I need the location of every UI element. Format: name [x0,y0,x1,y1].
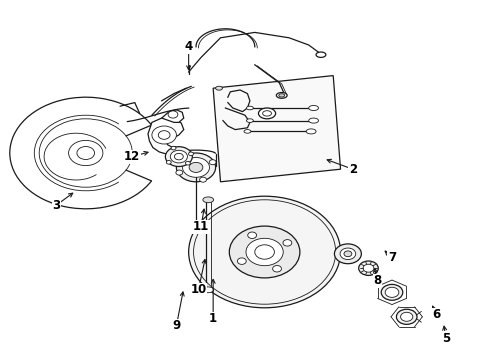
Circle shape [209,160,216,165]
Circle shape [171,146,176,150]
Ellipse shape [279,94,285,97]
Ellipse shape [182,157,210,177]
Circle shape [186,153,193,158]
Ellipse shape [334,244,362,264]
Circle shape [152,126,176,144]
Ellipse shape [176,153,216,182]
Ellipse shape [189,162,203,172]
Circle shape [176,170,183,175]
Text: 11: 11 [193,220,209,233]
Ellipse shape [263,111,271,116]
Text: 5: 5 [442,332,450,345]
Circle shape [248,232,257,238]
Circle shape [166,161,171,164]
Text: 8: 8 [373,274,381,287]
Ellipse shape [166,147,192,166]
Circle shape [189,152,194,156]
Ellipse shape [309,118,318,123]
Ellipse shape [344,251,352,257]
Ellipse shape [174,153,183,160]
Text: 3: 3 [52,199,60,212]
Text: 12: 12 [124,150,141,163]
Ellipse shape [385,287,399,297]
Circle shape [199,177,206,182]
Polygon shape [148,118,184,154]
Polygon shape [213,76,341,182]
Ellipse shape [259,108,275,119]
Text: 6: 6 [432,309,440,321]
Ellipse shape [244,130,251,133]
Circle shape [237,258,246,264]
Ellipse shape [216,86,222,90]
Ellipse shape [340,248,356,260]
Ellipse shape [396,309,417,324]
Ellipse shape [246,119,253,122]
Text: 10: 10 [190,283,207,296]
Polygon shape [162,110,184,122]
Ellipse shape [316,52,326,57]
Circle shape [283,240,292,246]
Circle shape [189,196,341,308]
Text: 9: 9 [172,319,180,332]
Ellipse shape [309,105,318,111]
Ellipse shape [171,150,187,163]
Ellipse shape [359,261,378,275]
Circle shape [272,266,281,272]
Ellipse shape [306,129,316,134]
Text: 2: 2 [349,163,357,176]
Circle shape [168,111,178,118]
Text: 1: 1 [209,312,217,325]
Circle shape [69,140,103,166]
Ellipse shape [363,264,374,272]
Circle shape [77,147,95,159]
Ellipse shape [203,287,214,293]
Ellipse shape [203,197,214,203]
Ellipse shape [246,106,253,110]
Circle shape [229,226,300,278]
Circle shape [185,161,190,165]
Ellipse shape [381,284,403,300]
Circle shape [194,200,336,304]
Circle shape [255,245,274,259]
Ellipse shape [276,93,287,98]
Circle shape [158,131,170,139]
Ellipse shape [401,312,413,321]
Circle shape [246,238,283,266]
Text: 4: 4 [185,40,193,53]
Text: 7: 7 [388,251,396,264]
